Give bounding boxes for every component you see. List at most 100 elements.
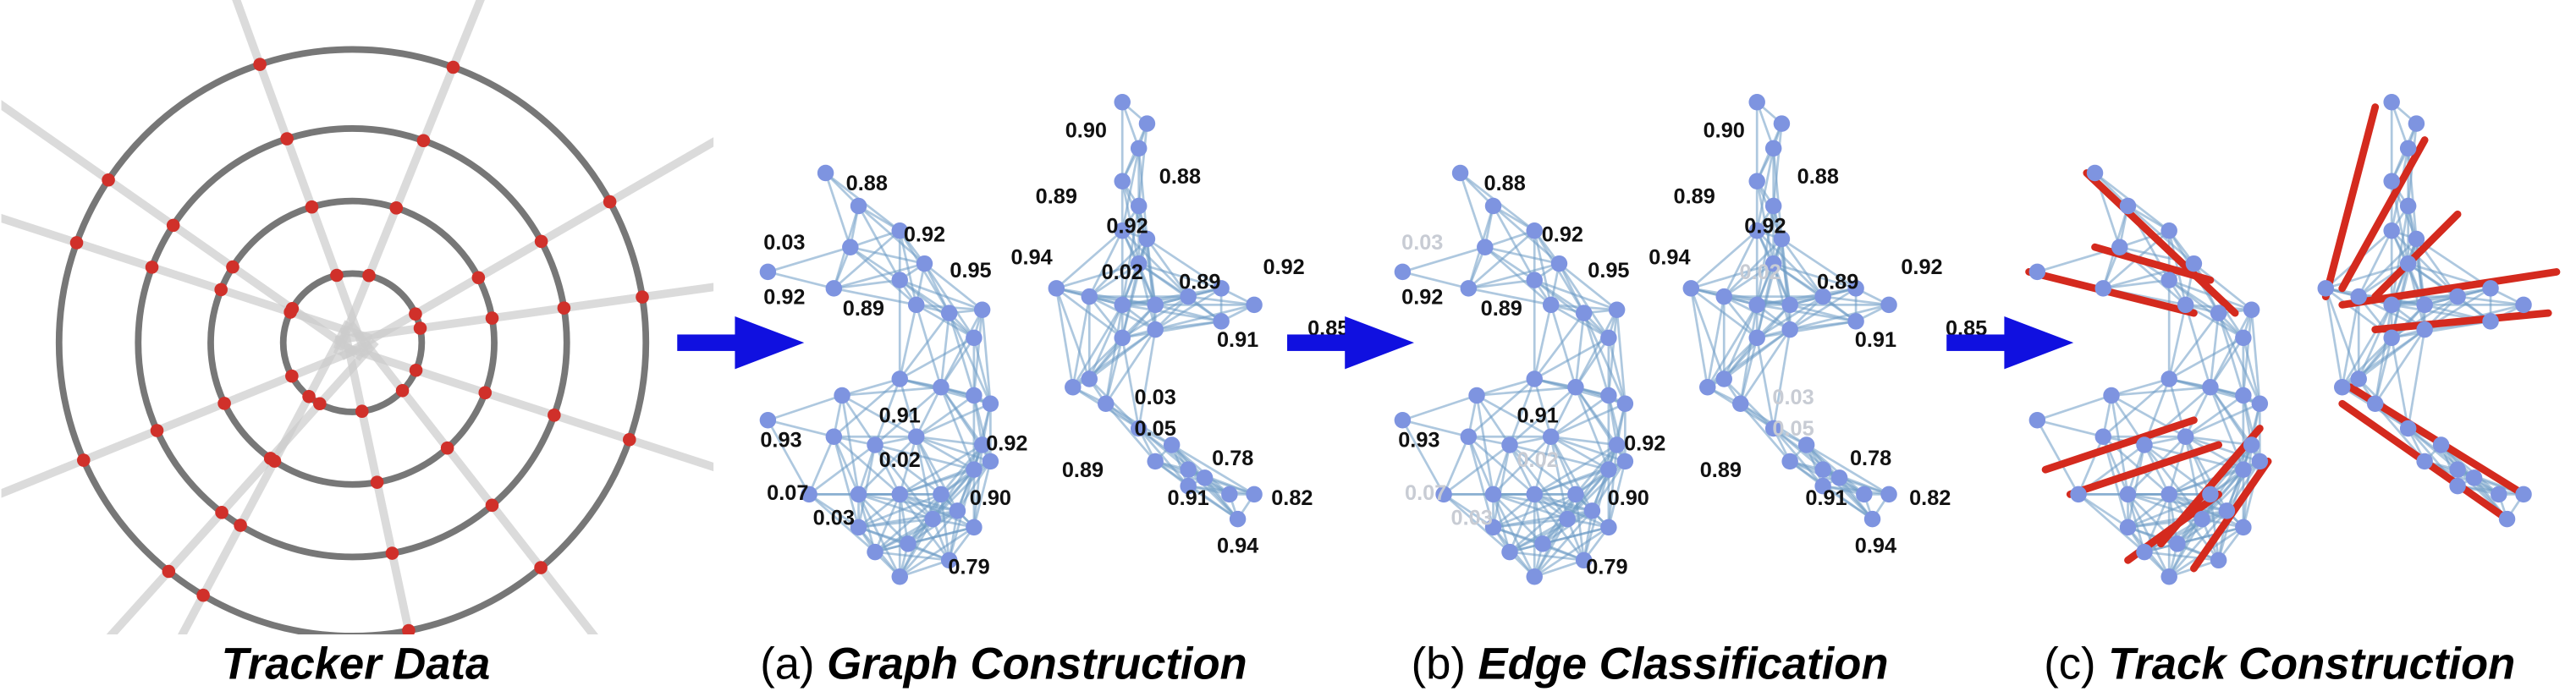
edge xyxy=(898,436,918,495)
edge xyxy=(1154,287,1222,331)
edge xyxy=(834,287,916,306)
edge xyxy=(1550,403,1626,438)
edge xyxy=(1805,443,1890,496)
edge-label: 0.89 xyxy=(1062,458,1104,482)
edge xyxy=(1146,238,1222,290)
node xyxy=(1880,296,1897,314)
edge xyxy=(1054,288,1075,388)
edge xyxy=(2037,419,2104,438)
node xyxy=(2103,387,2120,404)
edge xyxy=(1690,229,1759,289)
edge-label: 0.88 xyxy=(1159,165,1201,189)
hit xyxy=(302,389,316,403)
edge xyxy=(833,262,925,290)
node xyxy=(1608,436,1626,453)
edge xyxy=(1509,386,1577,446)
node xyxy=(1130,255,1148,272)
node xyxy=(867,543,883,561)
edge-label: 0.05 xyxy=(1135,417,1176,441)
hit xyxy=(440,441,454,455)
edge xyxy=(1533,312,1585,380)
node xyxy=(891,486,908,503)
node xyxy=(2177,296,2194,314)
node xyxy=(825,428,843,445)
node xyxy=(1797,436,1815,453)
arrow xyxy=(1946,334,2013,351)
node xyxy=(2432,436,2450,453)
node xyxy=(2202,379,2219,396)
node xyxy=(907,296,925,314)
node xyxy=(2491,486,2507,503)
edge xyxy=(1689,288,1709,388)
node xyxy=(1715,288,1732,305)
graph-panel xyxy=(2025,94,2561,585)
node xyxy=(1460,428,1478,445)
node xyxy=(1781,296,1798,314)
caption-title: Edge Classification xyxy=(1478,639,1889,689)
edge xyxy=(1533,305,1553,380)
edge xyxy=(1723,238,1783,298)
edge-label: 0.79 xyxy=(1586,556,1627,579)
edge-label: 0.89 xyxy=(1036,184,1077,208)
edge xyxy=(1756,320,1857,339)
edge xyxy=(2209,494,2220,561)
edge-label: 0.93 xyxy=(1398,429,1439,453)
edge xyxy=(2168,337,2244,381)
node xyxy=(1748,329,1765,347)
node xyxy=(982,453,999,470)
node xyxy=(2185,255,2203,272)
edge xyxy=(1121,229,1190,298)
hit xyxy=(385,546,399,560)
edge xyxy=(1442,436,1470,495)
edge-label: 0.03 xyxy=(1401,231,1443,255)
edge xyxy=(808,493,860,529)
hit xyxy=(330,268,344,283)
track-line xyxy=(232,0,370,357)
edge xyxy=(1401,394,1478,422)
node xyxy=(2119,486,2137,503)
node xyxy=(1138,115,1156,132)
node xyxy=(982,395,999,412)
node xyxy=(759,263,777,281)
edge-label: 0.03 xyxy=(813,506,855,530)
edge-label: 0.88 xyxy=(1484,172,1526,195)
node xyxy=(1600,461,1617,478)
edge xyxy=(1616,310,1627,404)
edge xyxy=(1574,387,1610,470)
node xyxy=(2465,469,2483,486)
hit xyxy=(409,307,422,321)
node xyxy=(1608,301,1626,318)
caption: (b) Edge Classification xyxy=(1412,639,1889,689)
edge-label: 0.91 xyxy=(1805,486,1847,510)
edge xyxy=(2193,262,2253,311)
hit xyxy=(395,384,410,398)
node xyxy=(867,436,883,453)
edge xyxy=(1533,436,1553,495)
node xyxy=(1773,230,1791,248)
arrow xyxy=(2004,316,2074,370)
edge xyxy=(1402,271,1469,290)
edge xyxy=(1493,493,1577,529)
edge xyxy=(858,493,958,513)
node xyxy=(907,428,925,445)
edge xyxy=(1443,493,1494,529)
detector-layer xyxy=(279,270,426,415)
node xyxy=(1526,486,1543,503)
node xyxy=(1180,477,1197,495)
edge xyxy=(1104,305,1124,404)
edge xyxy=(1773,262,1857,290)
edge xyxy=(1137,427,1190,487)
edge xyxy=(1533,526,1610,578)
node xyxy=(1764,140,1782,157)
node xyxy=(2028,411,2046,429)
track-edge xyxy=(2371,309,2552,333)
detector-layer xyxy=(55,46,650,634)
node xyxy=(1814,461,1831,478)
edge xyxy=(1723,262,1775,298)
edge-label: 0.91 xyxy=(1168,486,1209,510)
node xyxy=(1147,321,1164,338)
node xyxy=(1501,436,1518,453)
edge xyxy=(972,444,984,528)
node xyxy=(2243,301,2260,318)
